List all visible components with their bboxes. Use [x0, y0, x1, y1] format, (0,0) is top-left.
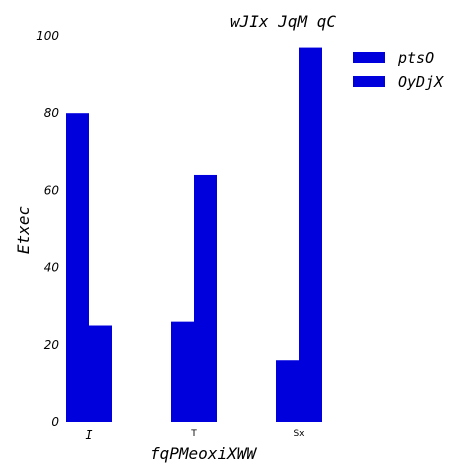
y-tick-label: 20	[44, 338, 60, 352]
legend-swatch	[353, 52, 385, 63]
y-tick-label: 80	[44, 106, 60, 120]
bar-ptsO-Sx	[276, 360, 299, 422]
bar-ptsO-I	[66, 113, 89, 422]
x-tick-label: Sx	[293, 429, 305, 439]
x-tick-label: T	[190, 429, 197, 439]
bar-OyDjX-I	[89, 325, 112, 422]
legend: ptsO OyDjX	[353, 49, 444, 91]
x-axis-ticks: I T Sx	[85, 428, 305, 442]
y-axis-ticks: 0 20 40 60 80 100	[36, 29, 59, 429]
legend-label: ptsO	[397, 49, 434, 67]
y-tick-label: 100	[36, 29, 59, 43]
y-tick-label: 40	[44, 261, 60, 275]
x-tick-label: I	[85, 428, 92, 442]
x-axis-label: fqPMeoxiXWW	[150, 444, 257, 463]
bar-ptsO-T	[171, 321, 194, 422]
y-tick-label: 0	[51, 415, 59, 429]
legend-label: OyDjX	[398, 73, 444, 91]
bars	[66, 47, 322, 423]
legend-swatch	[353, 76, 385, 87]
y-axis-label: Etxec	[14, 206, 33, 254]
bar-OyDjX-T	[194, 174, 217, 422]
bar-OyDjX-Sx	[299, 47, 322, 423]
chart-title: wJIx JqM qC	[230, 12, 336, 31]
y-tick-label: 60	[44, 183, 60, 197]
